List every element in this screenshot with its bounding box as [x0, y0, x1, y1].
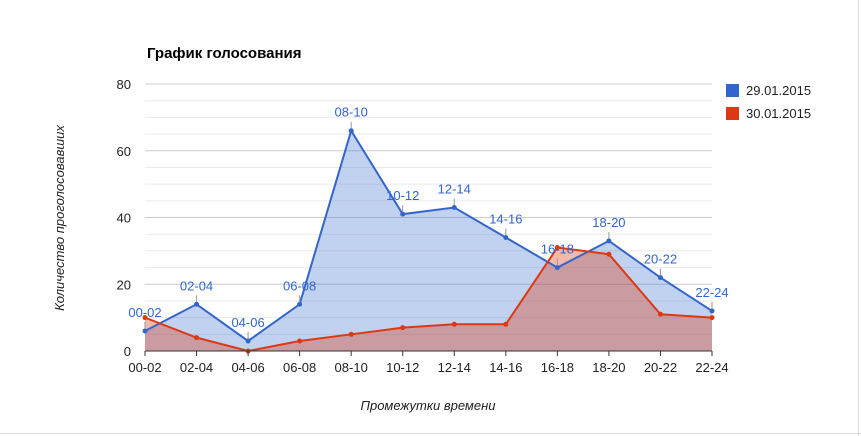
grid-layer	[145, 83, 712, 335]
point-series-1	[606, 238, 612, 244]
point-series-2	[297, 338, 303, 344]
line-series-2	[144, 246, 713, 353]
area-series-1	[145, 130, 712, 351]
annotation-label: 04-06	[231, 315, 264, 330]
y-tick-label: 0	[124, 344, 131, 359]
point-series-1	[194, 301, 200, 307]
annotation-label: 16-18	[541, 242, 574, 257]
legend: 29.01.2015 30.01.2015	[726, 83, 811, 121]
point-series-1	[297, 301, 303, 307]
x-tick-label: 16-18	[541, 360, 574, 375]
x-tick-label: 00-02	[128, 360, 161, 375]
legend-swatch	[726, 84, 739, 97]
annotation-label: 02-04	[180, 278, 213, 293]
y-tick-label: 40	[117, 211, 131, 226]
point-series-2	[451, 321, 457, 327]
point-series-1	[348, 128, 354, 134]
annotation-label: 20-22	[644, 252, 677, 267]
x-tick-label: 12-14	[438, 360, 471, 375]
annotation-label: 06-08	[283, 278, 316, 293]
frame-edge-bottom	[0, 433, 861, 434]
point-series-2	[194, 335, 200, 341]
x-tick-label: 18-20	[592, 360, 625, 375]
point-series-1	[709, 308, 715, 314]
point-series-2	[709, 315, 715, 321]
x-tick-label: 14-16	[489, 360, 522, 375]
point-series-2	[142, 315, 148, 321]
x-tick-label: 20-22	[644, 360, 677, 375]
point-series-2	[348, 331, 354, 337]
legend-swatch	[726, 107, 739, 120]
point-series-1	[451, 204, 457, 210]
x-axis-title: Промежутки времени	[361, 398, 496, 413]
x-tick-label: 10-12	[386, 360, 419, 375]
point-series-2	[400, 325, 406, 331]
x-tick-label: 04-06	[231, 360, 264, 375]
annotation-label: 22-24	[695, 285, 728, 300]
point-series-1	[657, 275, 663, 281]
y-tick-label: 20	[117, 277, 131, 292]
annotation-label: 10-12	[386, 188, 419, 203]
annotation-label: 14-16	[489, 212, 522, 227]
point-series-1	[554, 265, 560, 271]
line-layer	[142, 128, 715, 354]
x-tick-label: 08-10	[335, 360, 368, 375]
point-series-2	[657, 311, 663, 317]
axis-layer: 0 20 40 60 80 00-02 02-04 04-06 06-08 08-10 10-12 1…	[117, 77, 729, 375]
annotation-label: 18-20	[592, 215, 625, 230]
line-series-1	[144, 128, 713, 343]
legend-label: 30.01.2015	[746, 106, 811, 121]
point-series-1	[400, 211, 406, 217]
label-layer: 00-02 02-04 04-06 06-08 08-10 10-12 12-14 14-16…	[128, 105, 729, 339]
annotation-label: 12-14	[438, 181, 471, 196]
x-tick-label: 22-24	[695, 360, 728, 375]
frame-edge-right	[858, 0, 859, 436]
y-tick-label: 60	[117, 144, 131, 159]
annotation-label: 08-10	[335, 105, 368, 120]
legend-label: 29.01.2015	[746, 83, 811, 98]
chart-title: График голосования	[147, 45, 302, 62]
point-series-2	[503, 321, 509, 327]
area-series-2	[145, 247, 712, 351]
point-series-1	[142, 328, 148, 334]
x-tick-label: 02-04	[180, 360, 213, 375]
point-series-1	[245, 338, 251, 344]
annotation-label: 00-02	[128, 305, 161, 320]
area-layer	[145, 130, 712, 351]
x-tick-label: 06-08	[283, 360, 316, 375]
y-axis-title: Количество проголосовавших	[52, 125, 67, 311]
y-tick-label: 80	[117, 77, 131, 92]
point-series-2	[554, 245, 560, 251]
point-series-2	[606, 251, 612, 257]
point-series-1	[503, 235, 509, 241]
